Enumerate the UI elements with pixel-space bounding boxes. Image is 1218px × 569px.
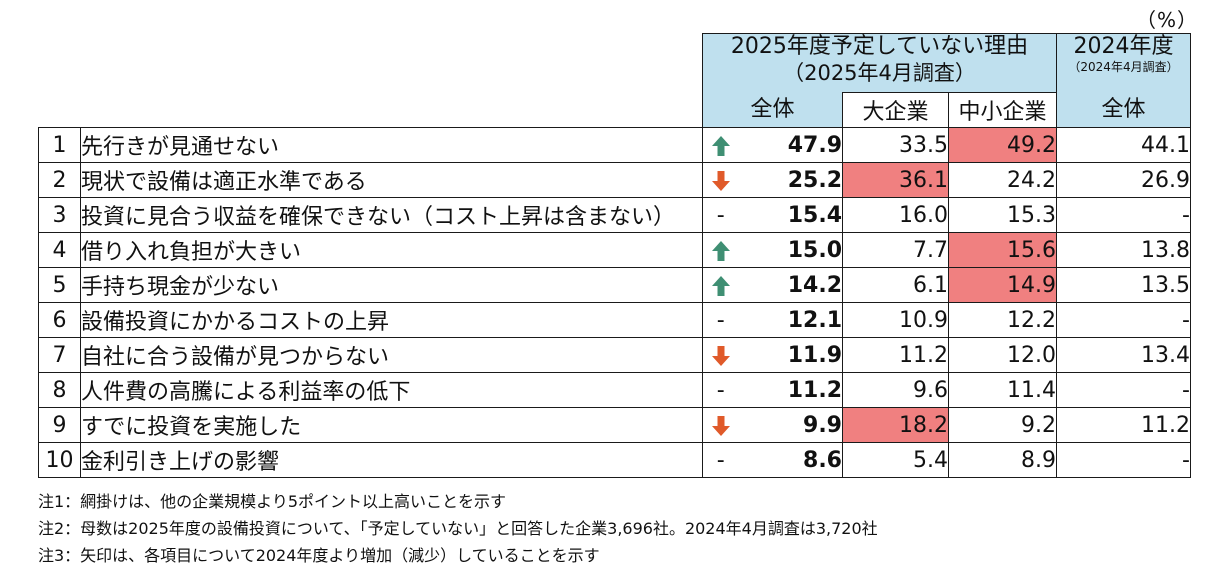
increase-arrow-icon bbox=[702, 267, 739, 303]
total-value: 11.2 bbox=[738, 372, 843, 408]
large-company-value: 7.7 bbox=[842, 232, 949, 268]
total-value: 25.2 bbox=[738, 162, 843, 198]
row-reason-label: 投資に見合う収益を確保できない（コスト上昇は含まない） bbox=[80, 197, 703, 233]
total-value: 47.9 bbox=[738, 127, 843, 163]
prev-year-value: 13.5 bbox=[1056, 267, 1191, 303]
sme-value: 12.2 bbox=[948, 302, 1057, 338]
empty-corner bbox=[39, 34, 703, 128]
prev-year-value: 13.4 bbox=[1056, 337, 1191, 373]
header-2024: 2024年度 （2024年4月調査） bbox=[1056, 33, 1191, 93]
row-number: 4 bbox=[38, 232, 81, 268]
sme-value: 15.6 bbox=[948, 232, 1057, 268]
no-comparison-dash: - bbox=[702, 302, 739, 338]
row-number: 6 bbox=[38, 302, 81, 338]
row-number: 8 bbox=[38, 372, 81, 408]
col-large-header: 大企業 bbox=[842, 92, 949, 128]
row-reason-label: 自社に合う設備が見つからない bbox=[80, 337, 703, 373]
large-company-value: 6.1 bbox=[842, 267, 949, 303]
sme-value: 49.2 bbox=[948, 127, 1057, 163]
reasons-table: 2025年度予定していない理由 （2025年4月調査） 2024年度 （2024… bbox=[38, 33, 1191, 478]
col-prev-total-header: 全体 bbox=[1056, 92, 1191, 128]
large-company-value: 36.1 bbox=[842, 162, 949, 198]
large-company-value: 16.0 bbox=[842, 197, 949, 233]
no-comparison-dash: - bbox=[702, 442, 739, 478]
row-reason-label: 借り入れ負担が大きい bbox=[80, 232, 703, 268]
header-2024-title: 2024年度 bbox=[1073, 34, 1174, 59]
prev-year-value: 13.8 bbox=[1056, 232, 1191, 268]
row-reason-label: 金利引き上げの影響 bbox=[80, 442, 703, 478]
sme-value: 9.2 bbox=[948, 407, 1057, 443]
total-value: 14.2 bbox=[738, 267, 843, 303]
row-reason-label: 設備投資にかかるコストの上昇 bbox=[80, 302, 703, 338]
increase-arrow-icon bbox=[702, 232, 739, 268]
decrease-arrow-icon bbox=[702, 162, 739, 198]
footnote-3: 注3：矢印は、各項目について2024年度より増加（減少）していることを示す bbox=[38, 546, 600, 565]
footnote-1: 注1：網掛けは、他の企業規模より5ポイント以上高いことを示す bbox=[38, 492, 507, 511]
footnote-2: 注2：母数は2025年度の設備投資について、「予定していない」と回答した企業3,… bbox=[38, 519, 878, 538]
no-comparison-dash: - bbox=[702, 197, 739, 233]
table-row: 1 先行きが見通せない 47.9 33.5 49.2 44.1 bbox=[38, 127, 1191, 163]
sme-value: 11.4 bbox=[948, 372, 1057, 408]
row-reason-label: すでに投資を実施した bbox=[80, 407, 703, 443]
row-number: 5 bbox=[38, 267, 81, 303]
table-row: 7 自社に合う設備が見つからない 11.9 11.2 12.0 13.4 bbox=[38, 337, 1191, 373]
large-company-value: 5.4 bbox=[842, 442, 949, 478]
row-reason-label: 先行きが見通せない bbox=[80, 127, 703, 163]
table-row: 2 現状で設備は適正水準である 25.2 36.1 24.2 26.9 bbox=[38, 162, 1191, 198]
table-row: 4 借り入れ負担が大きい 15.0 7.7 15.6 13.8 bbox=[38, 232, 1191, 268]
sme-value: 14.9 bbox=[948, 267, 1057, 303]
large-company-value: 9.6 bbox=[842, 372, 949, 408]
row-number: 10 bbox=[38, 442, 81, 478]
header-2025: 2025年度予定していない理由 （2025年4月調査） bbox=[702, 33, 1057, 93]
header-2025-title: 2025年度予定していない理由 bbox=[730, 34, 1029, 59]
total-value: 8.6 bbox=[738, 442, 843, 478]
prev-year-value: - bbox=[1056, 442, 1191, 478]
large-company-value: 10.9 bbox=[842, 302, 949, 338]
table-row: 3 投資に見合う収益を確保できない（コスト上昇は含まない） -15.4 16.0 15.… bbox=[38, 197, 1191, 233]
table-row: 5 手持ち現金が少ない 14.2 6.1 14.9 13.5 bbox=[38, 267, 1191, 303]
table-row: 10 金利引き上げの影響 -8.6 5.4 8.9- bbox=[38, 442, 1191, 478]
row-reason-label: 手持ち現金が少ない bbox=[80, 267, 703, 303]
decrease-arrow-icon bbox=[702, 337, 739, 373]
row-reason-label: 人件費の高騰による利益率の低下 bbox=[80, 372, 703, 408]
row-reason-label: 現状で設備は適正水準である bbox=[80, 162, 703, 198]
col-sme-header: 中小企業 bbox=[948, 92, 1057, 128]
row-number: 7 bbox=[38, 337, 81, 373]
row-number: 2 bbox=[38, 162, 81, 198]
prev-year-value: 11.2 bbox=[1056, 407, 1191, 443]
prev-year-value: - bbox=[1056, 302, 1191, 338]
prev-year-value: - bbox=[1056, 197, 1191, 233]
large-company-value: 18.2 bbox=[842, 407, 949, 443]
header-2024-survey: （2024年4月調査） bbox=[1068, 60, 1179, 74]
sme-value: 24.2 bbox=[948, 162, 1057, 198]
decrease-arrow-icon bbox=[702, 407, 739, 443]
total-value: 11.9 bbox=[738, 337, 843, 373]
table-row: 9 すでに投資を実施した 9.9 18.2 9.2 11.2 bbox=[38, 407, 1191, 443]
row-number: 9 bbox=[38, 407, 81, 443]
header-2025-survey: （2025年4月調査） bbox=[783, 61, 976, 85]
total-value: 9.9 bbox=[738, 407, 843, 443]
footnotes: 注1：網掛けは、他の企業規模より5ポイント以上高いことを示す 注2：母数は202… bbox=[38, 488, 878, 569]
col-total-header: 全体 bbox=[702, 92, 843, 128]
total-value: 12.1 bbox=[738, 302, 843, 338]
row-number: 1 bbox=[38, 127, 81, 163]
prev-year-value: 26.9 bbox=[1056, 162, 1191, 198]
sme-value: 15.3 bbox=[948, 197, 1057, 233]
sme-value: 12.0 bbox=[948, 337, 1057, 373]
total-value: 15.0 bbox=[738, 232, 843, 268]
large-company-value: 33.5 bbox=[842, 127, 949, 163]
prev-year-value: 44.1 bbox=[1056, 127, 1191, 163]
no-comparison-dash: - bbox=[702, 372, 739, 408]
table-row: 8 人件費の高騰による利益率の低下 -11.2 9.6 11.4- bbox=[38, 372, 1191, 408]
prev-year-value: - bbox=[1056, 372, 1191, 408]
sme-value: 8.9 bbox=[948, 442, 1057, 478]
unit-label: （%） bbox=[1135, 8, 1198, 32]
table-row: 6 設備投資にかかるコストの上昇 -12.1 10.9 12.2- bbox=[38, 302, 1191, 338]
row-number: 3 bbox=[38, 197, 81, 233]
total-value: 15.4 bbox=[738, 197, 843, 233]
increase-arrow-icon bbox=[702, 127, 739, 163]
large-company-value: 11.2 bbox=[842, 337, 949, 373]
